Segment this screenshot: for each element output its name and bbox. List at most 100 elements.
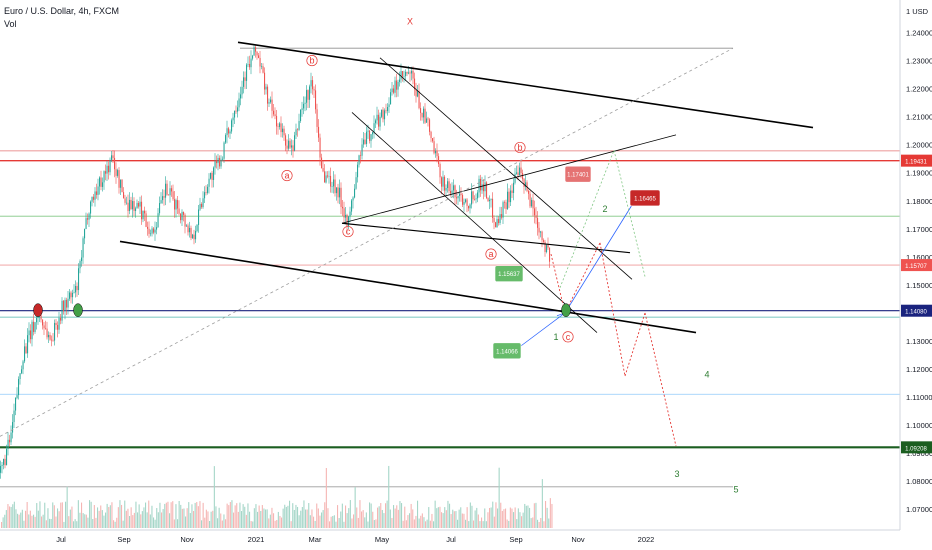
candle-body <box>381 109 383 117</box>
volume-bar <box>68 516 70 528</box>
volume-bar <box>519 512 521 528</box>
volume-bar <box>460 507 462 528</box>
volume-bar <box>277 511 279 528</box>
volume-bar <box>463 513 465 528</box>
candle-body <box>475 198 477 200</box>
volume-bar <box>197 506 199 528</box>
volume-bar <box>138 504 140 528</box>
volume-bar <box>447 500 449 528</box>
volume-bar <box>85 514 87 528</box>
candle-body <box>429 119 431 132</box>
candle-body <box>55 322 57 325</box>
volume-bar <box>10 506 12 528</box>
candle-body <box>514 173 516 183</box>
candle-body <box>294 135 296 151</box>
candle-body <box>112 155 114 158</box>
volume-bar <box>418 518 420 528</box>
volume-bar <box>169 513 171 528</box>
candle-body <box>426 118 428 123</box>
volume-bar <box>402 520 404 528</box>
wave-label-ring <box>514 141 526 154</box>
volume-bar <box>359 500 361 528</box>
volume-bar <box>189 513 191 528</box>
projection-red-up <box>564 242 601 314</box>
volume-bar <box>129 516 131 528</box>
volume-bar <box>204 517 206 528</box>
candle-body <box>139 201 141 207</box>
volume-bar <box>501 510 503 528</box>
lower-channel-line <box>119 240 697 334</box>
volume-bar <box>351 518 353 528</box>
volume-bar <box>381 509 383 528</box>
candle-body <box>520 167 522 174</box>
candle-body <box>417 91 419 97</box>
volume-bar <box>127 508 129 528</box>
candle-body <box>69 292 71 299</box>
volume-bar <box>159 502 161 528</box>
candle-body <box>450 190 452 194</box>
candle-body <box>384 110 386 120</box>
volume-bar <box>479 521 481 528</box>
candle-body <box>57 324 59 330</box>
candle-body <box>222 158 224 160</box>
volume-bar <box>31 515 33 528</box>
volume-bar <box>533 503 535 528</box>
wave-label-ring <box>485 248 497 260</box>
volume-bar <box>551 503 553 528</box>
candle-body <box>87 218 89 220</box>
candle-body <box>303 103 305 109</box>
wave-label-ring <box>306 55 318 67</box>
candle-body <box>456 197 458 199</box>
volume-bar <box>293 509 295 528</box>
candle-body <box>129 199 131 211</box>
candle-body <box>277 126 279 128</box>
volume-bar <box>249 511 251 528</box>
volume-bar <box>239 502 241 528</box>
volume-bar <box>517 508 519 528</box>
candle-body <box>271 99 273 111</box>
candle-body <box>219 157 221 167</box>
candle-body <box>486 182 488 199</box>
volume-bar <box>130 507 132 528</box>
volume-bar <box>362 510 364 528</box>
volume-bar <box>409 513 411 528</box>
candle-body <box>235 110 237 112</box>
candle-body <box>342 206 344 209</box>
candle-body <box>495 222 497 228</box>
candle-body <box>306 90 308 103</box>
candle-body <box>504 202 506 203</box>
volume-bar <box>209 521 211 528</box>
volume-bar <box>481 517 483 528</box>
candle-body <box>199 203 201 210</box>
volume-bar <box>399 501 401 528</box>
volume-bar <box>218 507 220 528</box>
candle-body <box>286 145 288 149</box>
trend-lines <box>0 41 814 447</box>
candle-body <box>220 159 222 167</box>
candle-body <box>100 177 102 187</box>
volume-bar <box>394 508 396 528</box>
candle-body <box>435 151 437 154</box>
candle-body <box>528 190 530 194</box>
volume-bar <box>487 512 489 528</box>
volume-bar <box>303 500 305 528</box>
volume-bar <box>508 520 510 528</box>
candle-body <box>432 138 434 142</box>
volume-bar <box>500 502 502 528</box>
volume-bar <box>193 510 195 528</box>
upper-channel-line <box>237 41 814 129</box>
candle-body <box>145 213 147 227</box>
candle-body <box>76 285 78 291</box>
volume-bar <box>516 519 518 528</box>
projection-blue-low <box>519 312 566 347</box>
volume-bar <box>81 502 83 528</box>
candle-body <box>132 201 134 210</box>
volume-bar <box>37 510 39 528</box>
candle-body <box>205 192 207 193</box>
candle-body <box>192 234 194 239</box>
volume-bar <box>180 504 182 528</box>
volume-bar <box>279 515 281 528</box>
volume-bar <box>457 519 459 528</box>
candle-body <box>501 214 503 218</box>
